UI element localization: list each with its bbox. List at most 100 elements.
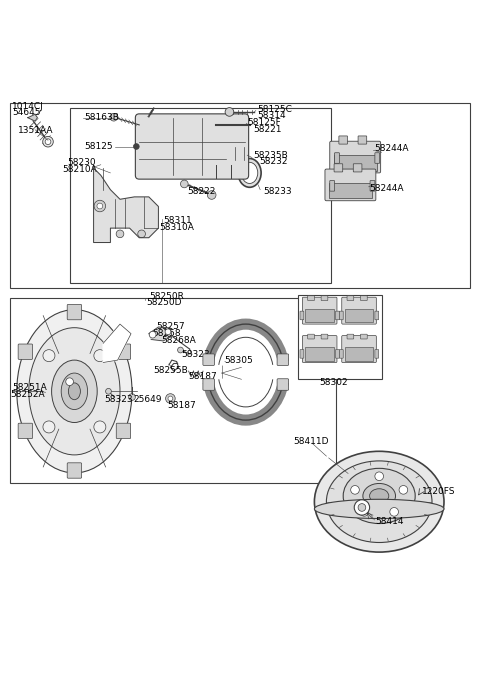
Ellipse shape (94, 349, 106, 362)
FancyBboxPatch shape (305, 309, 334, 322)
Circle shape (165, 329, 171, 334)
Circle shape (360, 508, 369, 516)
Ellipse shape (314, 452, 444, 552)
Text: 58222: 58222 (187, 187, 216, 196)
Ellipse shape (363, 483, 396, 508)
FancyBboxPatch shape (18, 344, 33, 359)
Text: 58314: 58314 (257, 111, 286, 121)
Text: 58311: 58311 (163, 216, 192, 225)
FancyBboxPatch shape (370, 181, 375, 191)
FancyBboxPatch shape (216, 168, 231, 177)
FancyBboxPatch shape (339, 311, 343, 320)
Text: 58187: 58187 (167, 401, 196, 410)
FancyBboxPatch shape (298, 295, 382, 379)
FancyBboxPatch shape (10, 104, 470, 288)
FancyBboxPatch shape (302, 297, 337, 324)
FancyBboxPatch shape (116, 344, 131, 359)
Circle shape (97, 203, 103, 209)
Text: 58125: 58125 (84, 142, 113, 151)
FancyBboxPatch shape (203, 378, 215, 390)
Circle shape (149, 331, 156, 338)
FancyBboxPatch shape (375, 349, 379, 358)
Circle shape (133, 144, 139, 150)
FancyBboxPatch shape (347, 334, 354, 339)
FancyBboxPatch shape (300, 349, 304, 358)
Ellipse shape (29, 328, 120, 455)
Polygon shape (94, 168, 158, 242)
Circle shape (166, 394, 175, 403)
Ellipse shape (238, 158, 261, 188)
Circle shape (180, 180, 188, 188)
Circle shape (66, 378, 73, 385)
Text: 58221: 58221 (253, 125, 281, 134)
FancyBboxPatch shape (302, 336, 337, 362)
Circle shape (354, 500, 370, 515)
Polygon shape (149, 327, 172, 341)
FancyBboxPatch shape (305, 347, 334, 361)
Polygon shape (28, 114, 37, 121)
Circle shape (116, 230, 124, 238)
Ellipse shape (156, 137, 170, 164)
Text: 58233: 58233 (263, 187, 292, 196)
FancyBboxPatch shape (345, 309, 373, 322)
FancyBboxPatch shape (334, 164, 343, 172)
Text: 58250D: 58250D (146, 299, 182, 307)
Ellipse shape (217, 156, 229, 174)
Text: 58232: 58232 (259, 157, 288, 167)
FancyBboxPatch shape (67, 305, 82, 320)
Text: 58163B: 58163B (84, 113, 119, 123)
Ellipse shape (52, 360, 97, 422)
Ellipse shape (370, 489, 389, 503)
Ellipse shape (158, 141, 168, 160)
FancyBboxPatch shape (277, 378, 288, 390)
FancyBboxPatch shape (321, 334, 328, 339)
Ellipse shape (144, 137, 158, 164)
FancyBboxPatch shape (375, 311, 379, 320)
Text: 58125C: 58125C (257, 104, 292, 114)
Circle shape (375, 472, 384, 481)
FancyBboxPatch shape (300, 311, 304, 320)
Text: 58252A: 58252A (11, 390, 45, 399)
Text: 58268A: 58268A (161, 336, 195, 345)
Text: 58250R: 58250R (149, 292, 184, 301)
FancyBboxPatch shape (10, 298, 336, 483)
Circle shape (351, 485, 360, 494)
FancyBboxPatch shape (70, 108, 331, 283)
Ellipse shape (314, 500, 444, 519)
Ellipse shape (43, 421, 55, 433)
FancyBboxPatch shape (116, 423, 131, 439)
Circle shape (110, 113, 118, 121)
Text: 58323: 58323 (181, 350, 210, 359)
FancyBboxPatch shape (347, 296, 354, 301)
Ellipse shape (94, 421, 106, 433)
Text: 58258: 58258 (153, 329, 181, 338)
Circle shape (138, 230, 145, 238)
Text: 58244A: 58244A (374, 144, 409, 154)
FancyBboxPatch shape (375, 153, 380, 163)
Ellipse shape (326, 461, 432, 542)
Text: 54645: 54645 (12, 108, 40, 117)
FancyBboxPatch shape (339, 136, 348, 144)
Ellipse shape (343, 468, 415, 523)
Ellipse shape (210, 119, 217, 131)
FancyBboxPatch shape (339, 349, 343, 358)
Circle shape (225, 108, 234, 116)
FancyBboxPatch shape (345, 347, 373, 361)
Text: 25649: 25649 (133, 395, 162, 404)
FancyBboxPatch shape (360, 296, 367, 301)
Ellipse shape (240, 148, 248, 160)
Text: 58251A: 58251A (12, 383, 47, 392)
Circle shape (178, 347, 183, 353)
Text: 1014CJ: 1014CJ (12, 102, 44, 111)
Text: 58230: 58230 (67, 158, 96, 167)
Text: 58414: 58414 (375, 517, 404, 526)
Text: 58302: 58302 (319, 378, 348, 387)
FancyBboxPatch shape (335, 153, 339, 163)
Text: 58257: 58257 (156, 322, 185, 332)
FancyBboxPatch shape (358, 136, 367, 144)
FancyBboxPatch shape (342, 297, 376, 324)
Circle shape (358, 504, 366, 511)
Circle shape (168, 396, 173, 401)
FancyBboxPatch shape (308, 334, 314, 339)
FancyBboxPatch shape (277, 354, 288, 366)
